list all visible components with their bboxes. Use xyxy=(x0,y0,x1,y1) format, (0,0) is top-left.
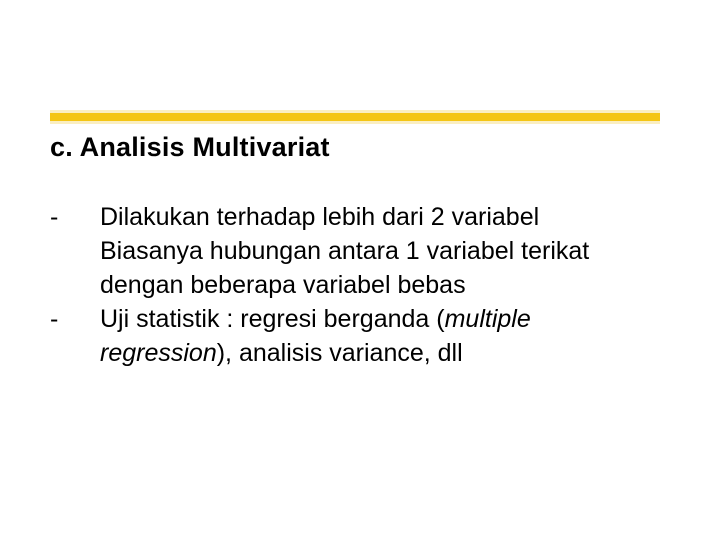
list-item: - Uji statistik : regresi berganda (mult… xyxy=(50,302,660,370)
list-item-text: Uji statistik : regresi berganda (multip… xyxy=(100,302,660,370)
list-line-suffix: ), analisis variance, dll xyxy=(217,339,463,367)
list-item: - Dilakukan terhadap lebih dari 2 variab… xyxy=(50,200,660,302)
bullet-dash: - xyxy=(50,200,100,234)
body-content: - Dilakukan terhadap lebih dari 2 variab… xyxy=(50,200,660,370)
section-heading: c. Analisis Multivariat xyxy=(50,132,330,163)
list-line-prefix: Uji statistik : regresi berganda ( xyxy=(100,305,445,333)
underline-core xyxy=(50,113,660,121)
list-line: Dilakukan terhadap lebih dari 2 variabel xyxy=(100,203,539,231)
bullet-dash: - xyxy=(50,302,100,336)
title-underline xyxy=(50,110,660,124)
list-line: Biasanya hubungan antara 1 variabel teri… xyxy=(100,237,589,299)
slide: c. Analisis Multivariat - Dilakukan terh… xyxy=(0,0,720,540)
underline-fade-bottom xyxy=(50,121,660,124)
list-item-text: Dilakukan terhadap lebih dari 2 variabel… xyxy=(100,200,660,302)
